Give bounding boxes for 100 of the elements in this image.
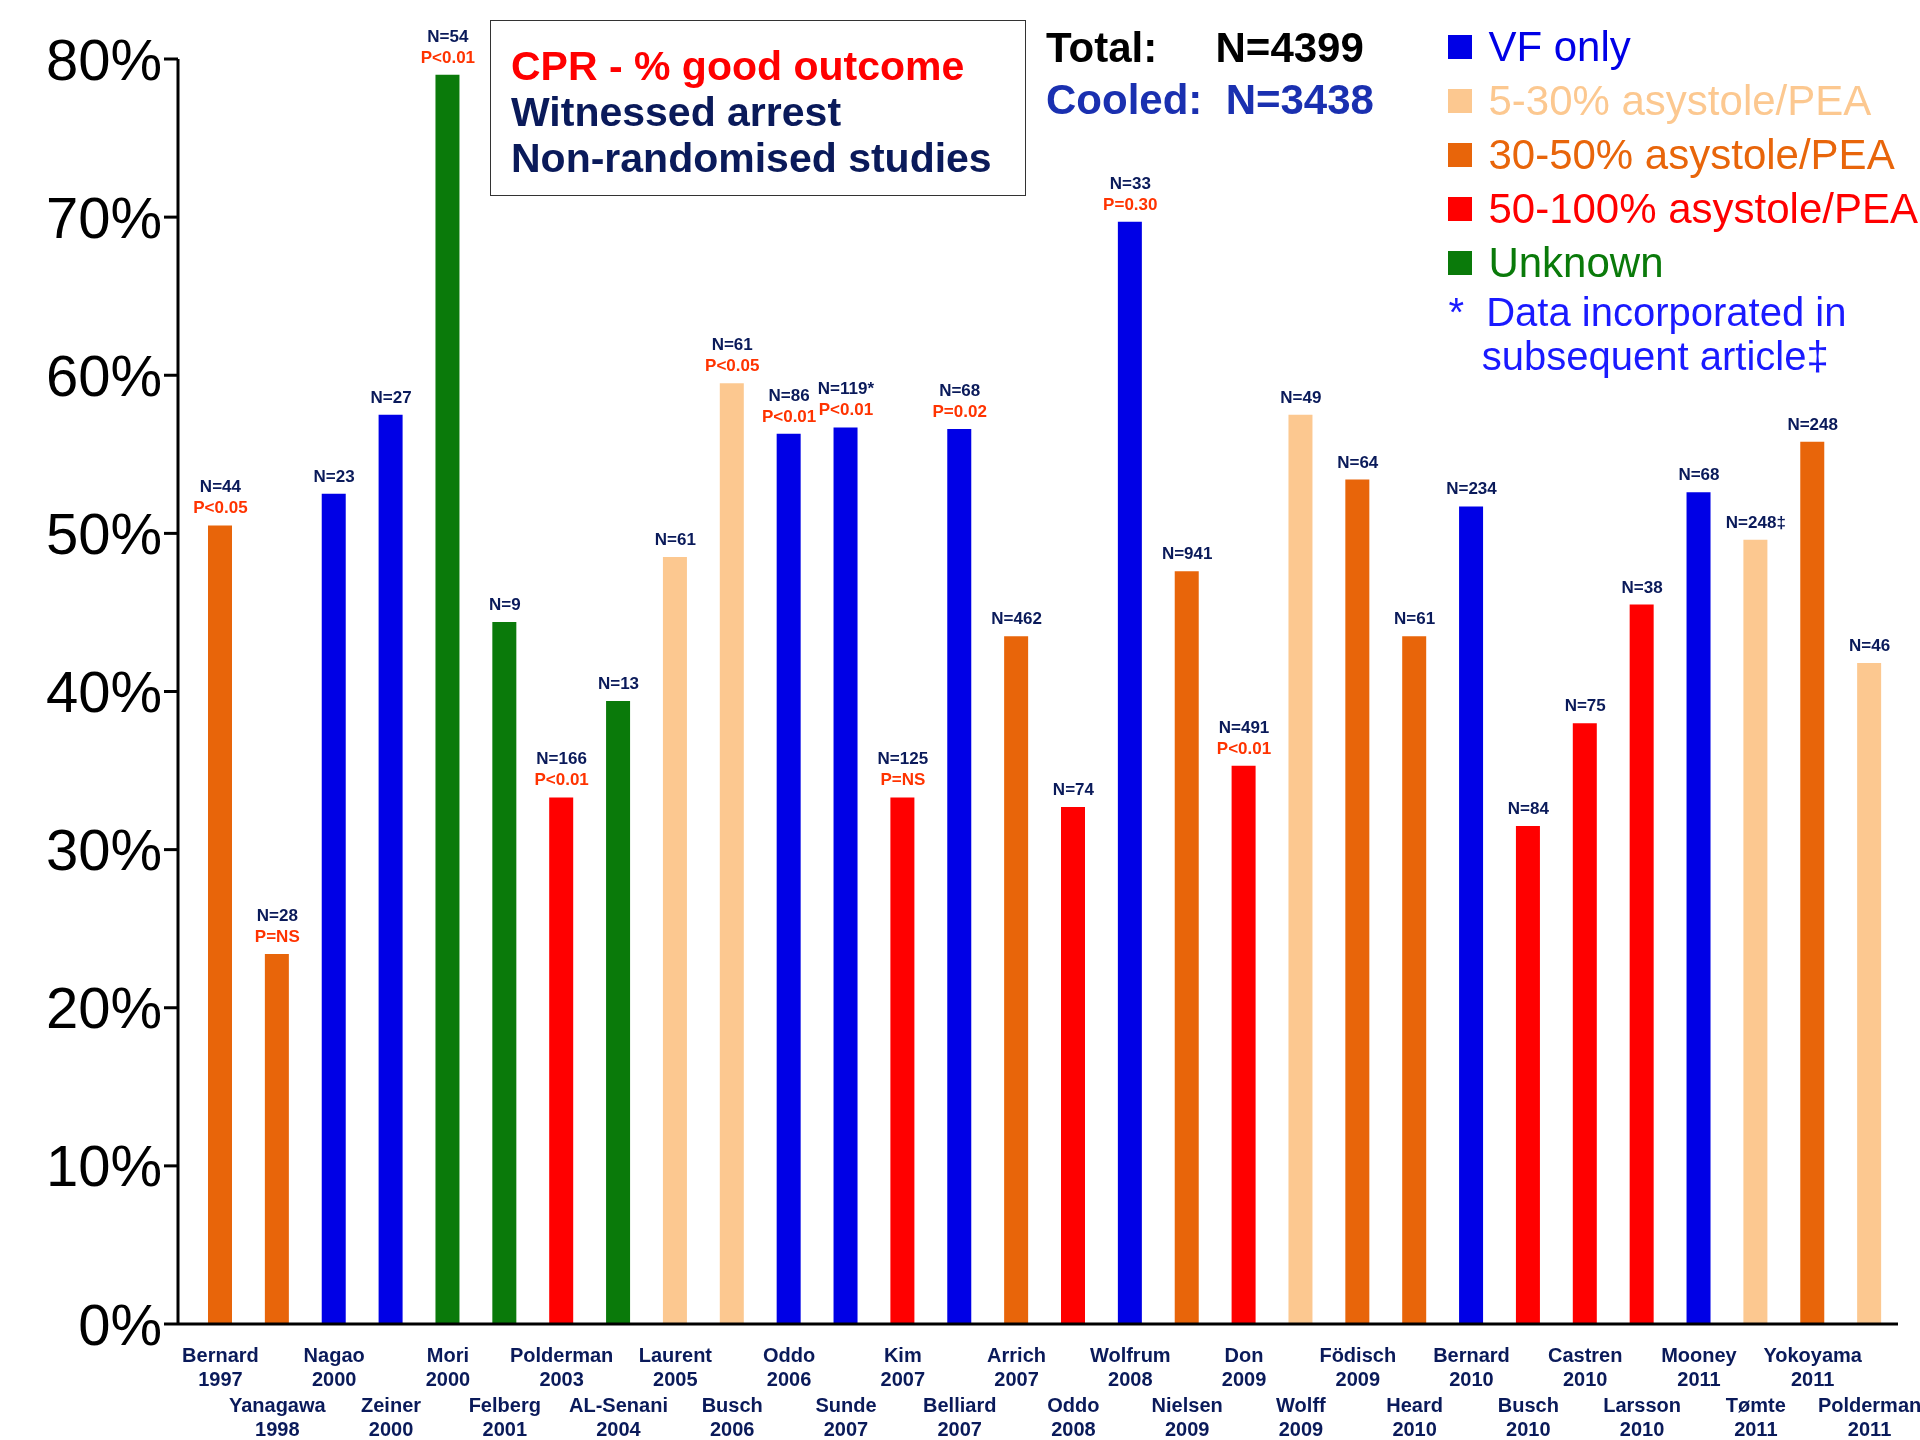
annotation: N=54: [427, 26, 469, 46]
bar: [1800, 441, 1825, 1324]
bar: [321, 493, 346, 1324]
x-tick-label: Wolfrum 2008: [1089, 1344, 1171, 1390]
annotation: N=248: [1787, 414, 1838, 434]
annotation: N=74: [1052, 779, 1095, 799]
y-tick-label: 10%: [45, 1133, 162, 1199]
bar: [1629, 604, 1654, 1324]
annotation: N=68: [1678, 465, 1720, 485]
bar: [1004, 636, 1029, 1324]
annotation: P<0.01: [420, 47, 476, 67]
y-tick-label: 50%: [45, 500, 162, 566]
bar: [947, 429, 972, 1324]
annotation: N=125: [877, 749, 929, 769]
annotation: N=46: [1849, 636, 1891, 656]
annotation: N=23: [313, 466, 355, 486]
x-tick-label: Oddo 2008: [1047, 1394, 1100, 1440]
x-tick-label: Kim 2007: [880, 1344, 926, 1390]
bar: [1288, 414, 1313, 1324]
annotation: N=61: [654, 530, 696, 550]
legend-label: 50-100% asystole/PEA: [1487, 184, 1918, 234]
y-tick-label: 0%: [78, 1291, 162, 1357]
bar: [1117, 221, 1142, 1324]
annotation: N=49: [1280, 387, 1322, 407]
legend-label: Unknown: [1487, 238, 1665, 288]
legend-label: VF only: [1487, 22, 1632, 72]
bar: [378, 414, 403, 1324]
x-tick-label: Oddo 2006: [762, 1344, 816, 1390]
chart-title: CPR - % good outcome: [511, 43, 966, 89]
bar: [606, 700, 631, 1324]
annotation: N=61: [1394, 609, 1436, 629]
x-tick-label: Wolff 2009: [1276, 1394, 1327, 1440]
x-tick-label: Bernard 1997: [182, 1344, 259, 1390]
bar: [1459, 506, 1484, 1324]
annotation: P<0.01: [1216, 738, 1272, 758]
legend-label: 5-30% asystole/PEA: [1487, 76, 1873, 126]
x-tick-label: AL-Senani 2004: [569, 1394, 668, 1440]
annotation: N=491: [1218, 717, 1270, 737]
x-tick-label: Belliard 2007: [923, 1394, 997, 1440]
annotation: P=NS: [880, 770, 926, 790]
x-tick-label: Mooney 2011: [1661, 1344, 1738, 1390]
bar: [1061, 806, 1085, 1324]
bar: [1743, 539, 1768, 1324]
x-tick-label: Larsson 2010: [1603, 1394, 1682, 1440]
x-tick-label: Don 2009: [1221, 1344, 1267, 1390]
annotation: N=462: [991, 609, 1042, 629]
bar: [662, 557, 687, 1324]
x-tick-label: Födisch 2009: [1319, 1344, 1397, 1390]
x-tick-label: Yokoyama 2011: [1763, 1344, 1863, 1390]
x-tick-label: Mori 2000: [425, 1344, 471, 1390]
y-tick-label: 40%: [45, 659, 162, 725]
x-tick-label: Castren 2010: [1547, 1344, 1623, 1390]
annotation: N=86: [768, 385, 810, 405]
annotation: N=248‡: [1725, 512, 1786, 532]
annotation: N=84: [1507, 798, 1550, 818]
bar: [1686, 492, 1711, 1324]
annotation: N=9: [488, 594, 521, 614]
x-tick-label: Polderman 2003: [509, 1344, 614, 1390]
annotation: N=28: [256, 905, 298, 925]
annotation: N=33: [1109, 173, 1151, 193]
bar: [833, 427, 858, 1324]
legend-label: 30-50% asystole/PEA: [1487, 130, 1896, 180]
annotation: P<0.01: [761, 406, 817, 426]
y-tick-label: 30%: [45, 817, 162, 883]
x-tick-label: Nielsen 2009: [1151, 1394, 1223, 1440]
bar: [208, 525, 232, 1324]
annotation: N=44: [199, 477, 242, 497]
annotation: P<0.05: [705, 356, 760, 376]
annotation: N=64: [1337, 452, 1379, 472]
bar: [719, 383, 744, 1324]
x-tick-label: Laurent 2005: [638, 1344, 713, 1390]
y-tick-label: 80%: [45, 26, 162, 92]
annotation: Cooled: N=3438: [1046, 75, 1374, 125]
annotation: P=0.02: [932, 402, 987, 422]
y-tick-label: 60%: [45, 342, 162, 408]
bar: [435, 74, 460, 1324]
annotation: * Data incorporated in subsequent article‡: [1448, 290, 1848, 378]
annotation: N=234: [1446, 479, 1498, 499]
annotation: Total: N=4399: [1046, 23, 1365, 73]
annotation: P<0.05: [193, 498, 248, 518]
x-tick-label: Arrich 2007: [987, 1344, 1047, 1390]
x-tick-label: Tømte 2011: [1725, 1394, 1786, 1440]
bar: [1345, 479, 1370, 1324]
annotation: N=13: [597, 673, 640, 693]
bar: [1515, 825, 1540, 1324]
annotation: P=0.30: [1103, 194, 1158, 214]
annotation: N=941: [1161, 544, 1213, 564]
annotation: P<0.01: [534, 770, 589, 790]
annotation: N=38: [1621, 577, 1663, 597]
bar: [1402, 636, 1427, 1324]
x-tick-label: Bernard 2010: [1433, 1344, 1510, 1390]
annotation: P=NS: [254, 926, 300, 946]
bar: [549, 797, 574, 1324]
annotation: P<0.01: [818, 400, 874, 420]
x-tick-label: Yanagawa 1998: [228, 1394, 327, 1440]
bar: [264, 953, 289, 1324]
bar: [1231, 765, 1256, 1324]
x-tick-label: Sunde 2007: [815, 1394, 877, 1440]
annotation: N=68: [939, 381, 981, 401]
bar: [890, 797, 915, 1324]
